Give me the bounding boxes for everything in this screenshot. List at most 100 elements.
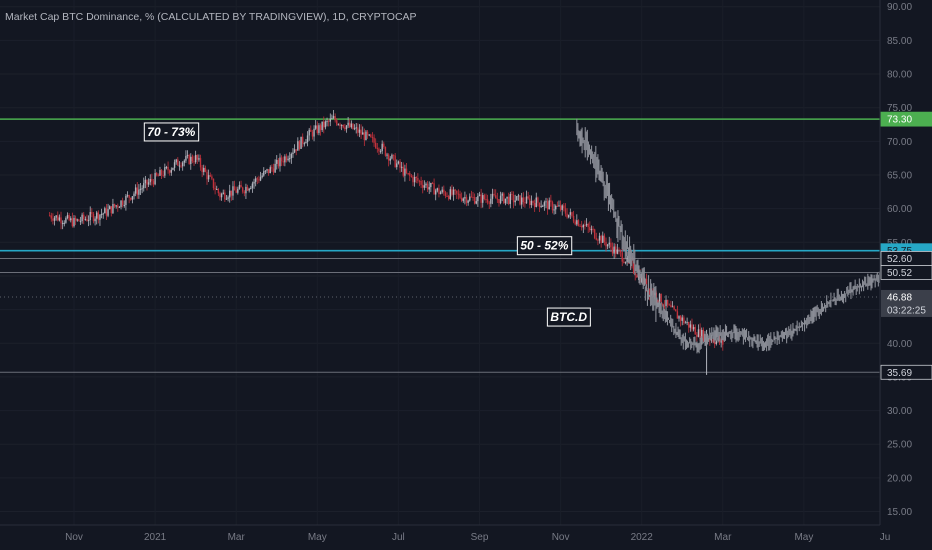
candle-body <box>248 188 250 191</box>
candle-body <box>470 196 473 198</box>
annotation-box[interactable] <box>546 307 591 327</box>
candle-body <box>219 193 221 198</box>
candle-body <box>699 329 701 340</box>
candle-body <box>60 217 62 224</box>
candle-body <box>136 187 138 195</box>
candle-body <box>78 219 80 222</box>
candle-body <box>305 142 307 144</box>
candle-body <box>170 169 173 173</box>
candle-body <box>561 205 563 210</box>
candle-body <box>355 127 357 129</box>
candle-body <box>233 186 236 191</box>
candle-body <box>584 224 586 226</box>
candle-body <box>297 141 299 151</box>
y-tick-label: 30.00 <box>887 406 912 417</box>
candle-body <box>376 147 379 149</box>
candle-body <box>495 195 497 199</box>
candle-body <box>447 196 450 199</box>
candle-body <box>362 132 364 135</box>
time-axis[interactable] <box>0 525 932 550</box>
candle-body <box>496 198 499 200</box>
candle-body <box>457 193 460 195</box>
candle-body <box>564 208 567 214</box>
candle-body <box>232 186 234 196</box>
candle-body <box>378 148 380 152</box>
candle-body <box>519 195 521 205</box>
candle-body <box>511 194 513 196</box>
candle-body <box>423 185 426 188</box>
candle-body <box>433 183 435 195</box>
annotations[interactable]: 70 - 73%50 - 52%BTC.D57 - 65% <box>143 122 932 327</box>
candle-body <box>499 195 502 204</box>
candle-body <box>399 161 401 168</box>
x-tick-label: Nov <box>552 532 570 543</box>
candle-body <box>443 189 445 193</box>
candle-body <box>409 173 411 176</box>
candle-body <box>555 205 557 210</box>
candle-body <box>514 200 516 203</box>
candle-body <box>412 176 414 183</box>
candle-body <box>206 171 208 180</box>
candle-body <box>430 182 432 188</box>
candle-body <box>214 188 216 190</box>
candle-body <box>107 209 109 216</box>
candle-body <box>212 178 215 189</box>
candle-body <box>413 176 416 183</box>
candle-body <box>436 188 439 191</box>
candle-body <box>339 124 341 126</box>
candle-body <box>177 159 179 166</box>
candle-body <box>121 200 124 206</box>
candle-body <box>675 309 677 312</box>
candle-body <box>418 180 421 182</box>
candle-body <box>185 156 187 161</box>
candle-body <box>173 162 176 168</box>
candle-body <box>238 184 241 189</box>
candle-body <box>472 197 474 199</box>
candle-body <box>420 181 422 185</box>
candle-body <box>467 200 469 203</box>
candle-body <box>259 177 262 181</box>
candle-body <box>696 334 698 337</box>
candle-body <box>533 203 536 208</box>
x-tick-label: Ju <box>880 532 891 543</box>
candle-body <box>79 221 82 223</box>
candle-body <box>172 167 174 170</box>
candle-body <box>269 167 271 174</box>
annotation-box[interactable] <box>143 122 200 142</box>
candle-body <box>405 168 408 174</box>
candle-body <box>164 167 166 176</box>
horizontal-levels[interactable] <box>0 118 880 373</box>
annotation-box[interactable] <box>516 236 573 256</box>
candle-body <box>623 261 625 263</box>
candle-body <box>550 200 552 203</box>
y-tick-label: 80.00 <box>887 70 912 81</box>
candle-body <box>152 181 155 185</box>
candle-body <box>556 205 559 207</box>
candle-body <box>86 219 88 221</box>
candle-body <box>220 193 223 198</box>
level-tag-label: 50.52 <box>887 268 912 279</box>
candle-body <box>407 173 409 175</box>
candle-body <box>483 195 486 199</box>
candle-body <box>704 334 706 341</box>
candle-body <box>619 250 622 253</box>
candle-body <box>53 217 56 221</box>
candle-body <box>391 154 393 159</box>
candle-body <box>263 171 265 176</box>
x-tick-label: Mar <box>228 532 246 543</box>
candle-body <box>475 201 477 204</box>
candle-body <box>319 125 322 131</box>
candle-body <box>240 184 242 188</box>
candle-body <box>545 201 547 203</box>
candle-body <box>482 195 484 203</box>
candle-body <box>709 338 711 341</box>
candle-body <box>224 192 226 200</box>
candle-body <box>713 342 716 345</box>
candle-body <box>61 223 64 225</box>
candle-body <box>168 170 171 173</box>
candle-body <box>681 317 683 321</box>
candle-body <box>138 189 140 195</box>
candle-body <box>87 220 90 222</box>
candle-body <box>290 153 293 159</box>
